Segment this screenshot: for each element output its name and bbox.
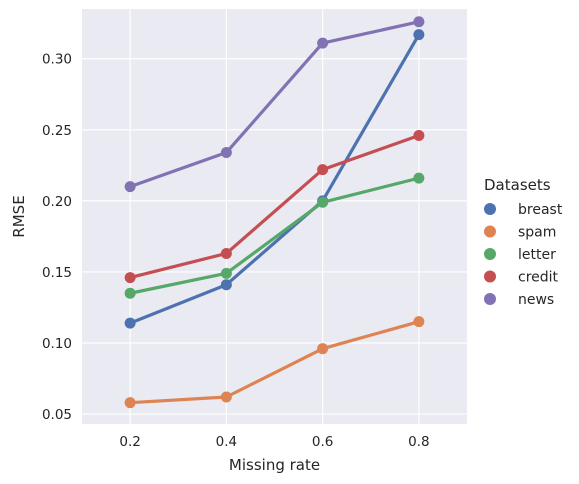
series-line-news: [128, 20, 421, 189]
legend-label-spam: spam: [518, 225, 556, 241]
y-tick-label: 0.15: [42, 265, 72, 281]
legend-label-breast: breast: [518, 202, 563, 218]
x-axis-label: Missing rate: [229, 456, 320, 474]
data-point-credit: [413, 129, 425, 141]
series-credit: [124, 129, 425, 284]
data-point-credit: [220, 247, 232, 259]
series-line-credit: [128, 133, 421, 280]
series-breast: [124, 29, 425, 329]
y-tick-label: 0.20: [42, 194, 72, 210]
data-point-letter: [220, 267, 232, 279]
data-point-news: [317, 37, 329, 49]
y-tick-label: 0.30: [42, 52, 72, 68]
data-point-credit: [124, 272, 136, 284]
legend-marker-breast: [484, 203, 496, 215]
legend-marker-letter: [484, 248, 496, 260]
x-axis-ticks: 0.2 0.4 0.6 0.8: [119, 434, 429, 450]
legend-marker-news: [484, 293, 496, 305]
series-news: [124, 16, 425, 193]
legend-marker-spam: [484, 225, 496, 238]
y-axis-label: RMSE: [10, 195, 28, 237]
grid-lines: [82, 9, 467, 424]
series-letter: [124, 172, 425, 299]
data-point-news: [220, 147, 232, 159]
series-line-breast: [128, 32, 421, 325]
x-tick-label: 0.8: [408, 434, 429, 450]
data-point-credit: [317, 164, 329, 176]
series-layer: [124, 16, 425, 409]
legend-label-letter: letter: [518, 247, 556, 263]
legend-label-credit: credit: [518, 270, 559, 286]
y-tick-label: 0.05: [42, 407, 72, 423]
data-point-letter: [413, 172, 425, 184]
series-spam: [124, 316, 425, 409]
x-tick-label: 0.6: [312, 434, 333, 450]
plot-background: [82, 9, 467, 424]
legend-title: Datasets: [484, 176, 551, 194]
legend: Datasets breast spam letter credit news: [484, 176, 563, 308]
data-point-letter: [124, 287, 136, 299]
data-point-spam: [317, 343, 329, 355]
data-point-spam: [124, 397, 136, 409]
y-axis-ticks: 0.05 0.10 0.15 0.20 0.25 0.30: [42, 52, 72, 423]
data-point-news: [413, 16, 425, 28]
data-point-letter: [317, 196, 329, 208]
y-tick-label: 0.25: [42, 123, 72, 139]
legend-marker-credit: [484, 270, 496, 283]
data-point-breast: [413, 29, 425, 41]
y-tick-label: 0.10: [42, 336, 72, 352]
series-line-letter: [128, 176, 421, 295]
x-tick-label: 0.4: [216, 434, 237, 450]
data-point-spam: [220, 391, 232, 403]
x-tick-label: 0.2: [119, 434, 140, 450]
series-line-spam: [128, 320, 421, 405]
data-point-spam: [413, 316, 425, 328]
data-point-breast: [124, 317, 136, 329]
data-point-breast: [220, 279, 232, 291]
legend-label-news: news: [518, 292, 554, 308]
data-point-news: [124, 181, 136, 193]
